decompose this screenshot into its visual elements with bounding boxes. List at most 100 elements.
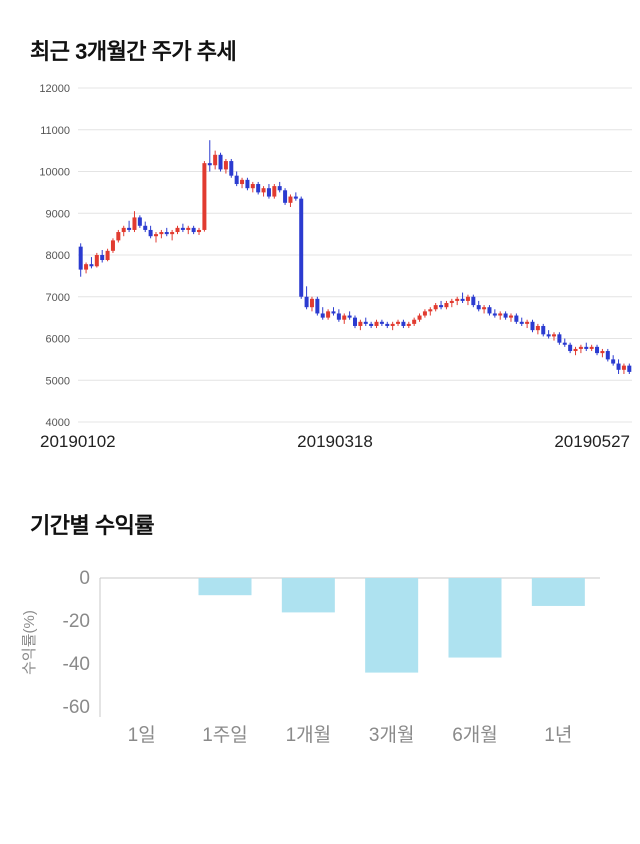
candle-body [616,363,621,370]
candle-body [385,323,390,326]
candle-body [266,188,271,197]
candle-body [498,313,503,316]
candle-body [261,188,266,193]
candle-body [422,311,427,316]
price-chart: 4000 5000 6000 7000 8000 9000 10000 11000 12000 … [0,78,640,452]
candle-body [627,365,632,372]
candle-body [347,315,352,318]
candle-body [240,179,245,185]
candle-body [84,264,89,270]
candle-body [78,246,83,270]
candle-body [121,227,126,233]
y-tick-label: 12000 [39,83,70,95]
candle-body [460,298,465,301]
candle-body [89,264,94,267]
candle-body [390,323,395,326]
price-chart-x-axis: 20190102 20190318 20190527 [0,430,640,452]
candle-body [369,323,374,326]
return-bar [448,578,502,658]
candle-body [245,179,250,189]
candle-body [401,321,406,326]
returns-chart-title: 기간별 수익률 [30,513,155,538]
candle-body [573,348,578,352]
candle-body [508,315,513,318]
y-tick-label: 4000 [46,417,70,429]
candle-body [503,313,508,318]
candle-body [94,255,99,267]
candle-body [336,313,341,320]
candlestick-chart-svg: 4000 5000 6000 7000 8000 9000 10000 11000 12000 [39,83,632,429]
candle-body [299,198,304,297]
price-chart-title: 최근 3개월간 주가 추세 [30,39,237,64]
return-bar [365,578,419,673]
candle-body [170,232,175,235]
candle-body [175,227,180,233]
y-tick-label: 10000 [39,167,70,179]
return-bar [198,578,252,596]
y-tick-label: 11000 [40,125,70,137]
candle-body [293,196,298,199]
candle-body [541,325,546,335]
candle-body [272,186,277,197]
candle-body [342,315,347,320]
y-tick-label: 0 [79,568,90,589]
candle-body [465,296,470,301]
candle-body [229,161,234,176]
candle-body [471,296,476,306]
candle-body [250,184,255,189]
candle-body [116,232,121,241]
candle-body [433,305,438,310]
candle-body [159,232,164,235]
x-axis-label-start: 20190102 [40,432,116,451]
candle-body [202,163,207,230]
return-bar [281,578,335,613]
candle-body [487,307,492,314]
candle-body [439,305,444,308]
candle-body [519,321,524,324]
candle-body [406,323,411,326]
candle-body [546,334,551,337]
candle-body [353,317,357,326]
x-axis-label-end: 20190527 [554,432,630,451]
returns-bar-chart-svg: 0 -20 -40 -60 1일 1주일 1개월 3개월 6개월 1년 수익률(%) [21,568,600,746]
candle-body [315,298,320,314]
candle-body [605,351,610,360]
candle-body [309,298,314,308]
candle-body [110,240,115,251]
x-axis-label-middle: 20190318 [297,432,373,451]
x-category-label: 1일 [128,724,156,746]
x-category-label: 3개월 [369,724,415,746]
candle-body [197,229,202,233]
candle-body [396,321,401,324]
candle-body [455,298,460,301]
candle-body [234,175,239,185]
candle-body [207,163,212,166]
y-tick-label: 7000 [46,292,70,304]
candle-body [578,346,583,349]
candle-body [132,217,137,230]
y-tick-label: -20 [63,611,90,632]
candle-body [277,186,282,191]
candle-body [514,315,519,322]
candle-body [127,227,132,230]
candle-body [552,334,557,337]
candle-body [584,346,589,349]
candle-body [256,184,261,193]
candle-body [223,161,228,170]
y-tick-label: 9000 [46,208,70,220]
candle-body [379,321,384,324]
candle-body [180,227,185,230]
candle-body [358,321,363,326]
candle-body [186,227,191,230]
candle-body [374,321,379,326]
candle-body [218,154,223,170]
candle-body [164,232,169,235]
candle-body [621,365,626,370]
candle-body [191,227,196,233]
return-bar [531,578,585,606]
candle-body [449,300,454,304]
candle-body [283,190,288,203]
candle-body [492,313,497,316]
candle-body [562,342,567,345]
candle-body [153,234,158,237]
